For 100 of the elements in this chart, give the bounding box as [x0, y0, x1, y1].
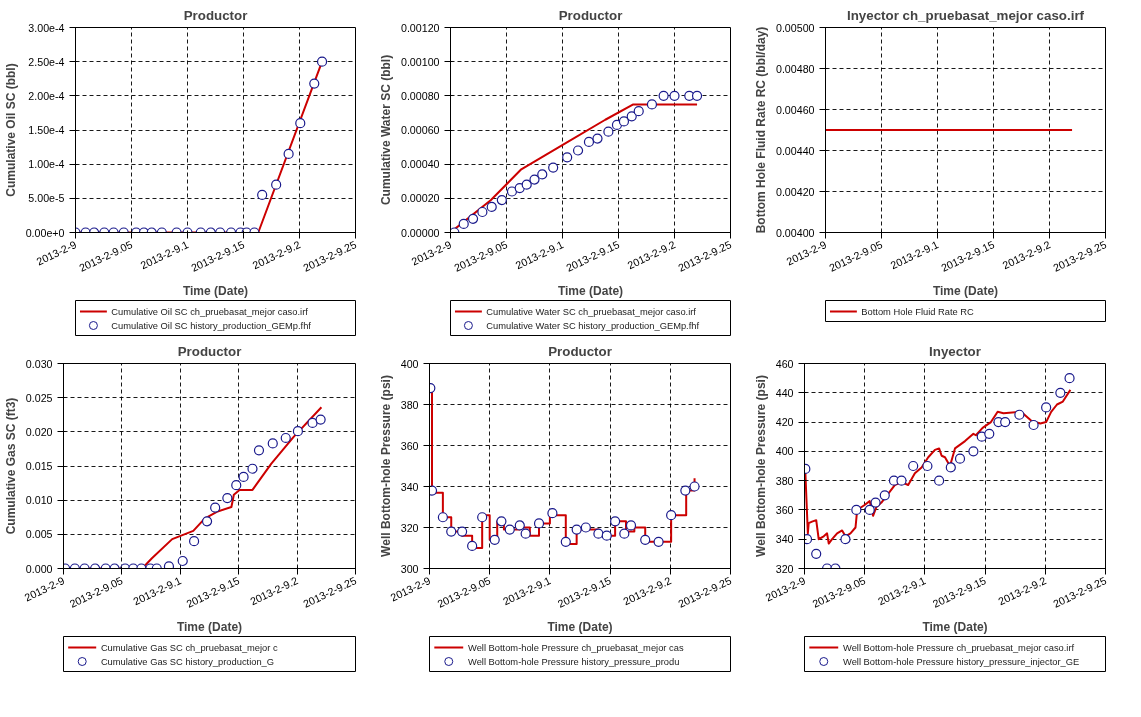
x-axis-title: Time (Date) — [557, 283, 624, 298]
legend-label: Well Bottom-hole Pressure history_pressure_produ — [468, 656, 680, 667]
y-tick-label: 0.000 — [25, 562, 53, 575]
y-axis-title: Bottom Hole Fluid Rate RC (bbl/day) — [753, 26, 768, 234]
y-tick-label: 0.020 — [25, 425, 53, 438]
legend-label: Cumulative Oil SC history_production_GEMp.fhf — [111, 320, 312, 331]
point — [506, 186, 518, 197]
point — [295, 118, 306, 129]
legend-label: Cumulative Gas SC ch_pruebasat_mejor c — [100, 642, 279, 653]
point — [307, 417, 318, 429]
point — [521, 179, 532, 190]
point — [533, 518, 545, 529]
y-tick-label: 0.00060 — [400, 124, 440, 136]
legend-label: Cumulative Water SC ch_pruebasat_mejor caso.irf — [486, 306, 697, 317]
point — [954, 453, 966, 464]
y-axis-title: Cumulative Water SC (bbl) — [378, 54, 393, 206]
point — [851, 504, 862, 516]
point — [486, 201, 497, 212]
point — [457, 526, 468, 537]
chart-title: Productor — [548, 343, 612, 359]
point — [309, 78, 320, 89]
point — [560, 536, 571, 547]
point — [547, 508, 558, 519]
chart-title: Productor — [177, 343, 242, 359]
point — [188, 536, 200, 547]
point — [529, 174, 540, 185]
chart-title: Inyector ch_pruebasat_mejor caso.irf — [846, 7, 1085, 23]
point — [267, 438, 278, 449]
point — [626, 111, 637, 122]
point — [610, 516, 621, 527]
point — [619, 528, 630, 539]
chart-title: Productor — [183, 7, 248, 23]
point — [680, 485, 691, 496]
chart-title: Inyector — [929, 343, 981, 359]
y-axis-title: Cumulative Oil SC (bbl) — [3, 63, 18, 197]
y-tick-label: 380 — [400, 398, 419, 411]
point — [467, 540, 478, 552]
y-tick-label: 360 — [775, 503, 794, 516]
point — [477, 206, 488, 218]
point — [840, 534, 851, 545]
point — [646, 99, 658, 110]
point — [640, 534, 651, 545]
point — [548, 162, 559, 173]
point — [572, 145, 584, 156]
point — [429, 485, 438, 496]
x-axis-title: Time (Date) — [922, 619, 988, 634]
point — [580, 522, 591, 533]
point — [571, 524, 582, 535]
point — [280, 432, 291, 444]
point — [231, 480, 242, 491]
y-tick-label: 400 — [775, 445, 794, 458]
y-tick-label: 320 — [400, 521, 419, 534]
y-tick-label: 340 — [400, 480, 419, 493]
y-tick-label: 1.50e-4 — [28, 124, 65, 136]
point — [691, 90, 703, 101]
point — [666, 510, 677, 521]
point — [514, 182, 525, 194]
point — [1028, 419, 1039, 431]
x-axis-title: Time (Date) — [182, 283, 249, 298]
point — [514, 520, 525, 531]
point — [271, 179, 282, 190]
y-tick-label: 0.00080 — [400, 89, 440, 102]
point — [870, 497, 881, 508]
y-tick-label: 0.00040 — [400, 158, 440, 171]
y-tick-label: 0.00020 — [400, 192, 440, 205]
point — [1064, 373, 1075, 384]
point — [283, 148, 294, 160]
y-tick-label: 0.030 — [25, 357, 53, 370]
y-tick-label: 0.00460 — [775, 103, 815, 116]
legend-label: Bottom Hole Fluid Rate RC — [861, 306, 975, 317]
y-tick-label: 320 — [775, 562, 794, 575]
point — [177, 555, 188, 567]
point — [257, 189, 268, 201]
y-tick-label: 0.00420 — [775, 185, 815, 198]
y-tick-label: 0.00120 — [400, 21, 440, 34]
point — [611, 119, 623, 130]
point — [210, 502, 221, 513]
point — [201, 516, 213, 527]
y-tick-label: 3.00e-4 — [28, 21, 65, 34]
line-series — [804, 388, 1072, 545]
point — [238, 471, 249, 483]
point — [292, 426, 304, 437]
point — [658, 90, 669, 101]
point — [437, 512, 448, 523]
y-tick-label: 420 — [775, 416, 794, 429]
y-tick-label: 460 — [775, 357, 794, 370]
point — [864, 504, 875, 516]
point — [1000, 416, 1011, 428]
y-tick-label: 0.00500 — [775, 21, 815, 34]
y-tick-label: 0.00480 — [775, 62, 815, 75]
legend-label: Well Bottom-hole Pressure history_pressure_injector_GE — [843, 656, 1080, 667]
point — [458, 218, 469, 230]
point — [537, 169, 548, 180]
y-tick-label: 0.00000 — [400, 226, 440, 239]
point — [583, 136, 595, 148]
y-tick-label: 0.005 — [25, 528, 53, 541]
y-tick-label: 2.00e-4 — [28, 89, 65, 102]
point — [601, 530, 612, 541]
y-tick-label: 0.010 — [25, 494, 53, 507]
point — [811, 548, 822, 559]
